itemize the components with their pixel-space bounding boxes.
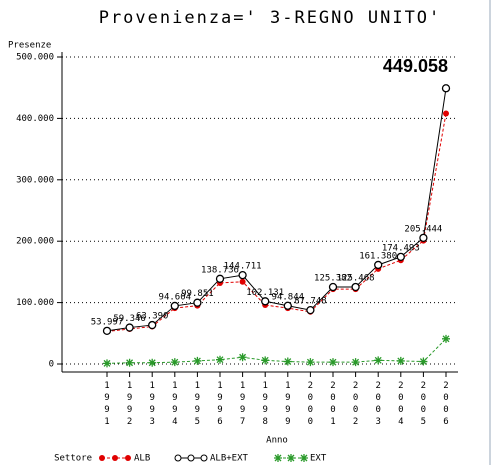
legend-marker: [125, 455, 131, 461]
x-tick-label: 1999: [283, 381, 293, 429]
data-label: 59.346: [113, 314, 146, 324]
point: [216, 355, 224, 364]
legend-item: EXT: [274, 454, 327, 464]
point: [193, 356, 202, 365]
y-axis-label: Presenze: [8, 41, 51, 51]
legend-item: ALB+EXT: [174, 454, 249, 464]
point: [102, 326, 112, 335]
point: [300, 454, 308, 462]
y-tick-label: 100.000: [16, 298, 54, 308]
y-tick-label: 200.000: [16, 237, 54, 247]
legend-marker: [112, 455, 118, 461]
data-label: 99.851: [181, 289, 214, 299]
point: [287, 454, 295, 462]
x-tick-label: 1996: [215, 381, 225, 429]
point: [396, 356, 405, 365]
series-line: [106, 113, 447, 332]
y-tick-label: 0: [49, 360, 54, 370]
point: [148, 358, 157, 367]
legend-item: ALB: [99, 454, 150, 464]
point: [261, 297, 270, 306]
point: [306, 358, 315, 367]
point: [374, 356, 383, 365]
point: [351, 358, 360, 367]
point: [441, 84, 451, 93]
x-tick-label: 2000: [305, 381, 315, 429]
point: [148, 320, 157, 330]
y-tick-label: 400.000: [16, 114, 54, 124]
x-tick-label: 1991: [102, 381, 112, 429]
x-tick-label: 1992: [125, 381, 135, 429]
point: [443, 110, 449, 117]
point: [170, 301, 179, 311]
x-tick-label: 2001: [328, 381, 338, 429]
data-label: 174.493: [382, 243, 420, 253]
data-label: 125.468: [337, 273, 375, 283]
point: [125, 358, 134, 367]
point: [283, 357, 292, 366]
legend-label: EXT: [310, 454, 327, 464]
data-label: 94.604: [159, 292, 192, 302]
x-axis-label: Anno: [266, 436, 288, 446]
x-tick-label: 1995: [192, 381, 202, 429]
data-label: 138.736: [201, 265, 239, 275]
legend-label: ALB: [134, 454, 150, 464]
x-tick-label: 2004: [396, 381, 406, 429]
y-tick-label: 500.000: [16, 53, 54, 63]
x-tick-label: 1998: [260, 381, 270, 429]
point: [215, 274, 225, 283]
point: [419, 233, 428, 243]
x-tick-label: 1994: [170, 381, 180, 429]
series-line: [106, 338, 447, 364]
point: [274, 454, 282, 462]
data-label: 87.748: [294, 297, 327, 307]
chart-title: Provenienza=' 3-REGNO UNITO': [99, 8, 442, 28]
point: [419, 357, 428, 366]
x-tick-label: 1997: [238, 381, 248, 429]
point: [238, 270, 247, 280]
point: [193, 298, 202, 307]
x-tick-label: 2005: [418, 381, 428, 429]
data-label: 102.131: [246, 288, 284, 298]
data-label: 144.711: [224, 262, 262, 272]
legend-marker: [99, 455, 105, 461]
point: [396, 252, 405, 262]
x-tick-label: 2003: [373, 381, 383, 429]
point: [442, 334, 450, 343]
x-tick-label: 2002: [351, 381, 361, 429]
x-tick-label: 1993: [147, 381, 157, 429]
point: [261, 356, 270, 365]
legend-label: ALB+EXT: [210, 454, 249, 464]
point: [306, 305, 315, 315]
data-label: 449.058: [383, 56, 448, 76]
legend-marker: [174, 454, 182, 462]
data-label: 63.390: [136, 312, 169, 322]
point: [283, 301, 292, 310]
point: [351, 282, 360, 292]
point: [374, 260, 383, 270]
series: [103, 334, 450, 368]
point: [239, 278, 246, 285]
data-label: 125.382: [314, 274, 352, 284]
data-label: 94.844: [272, 292, 305, 302]
point: [238, 353, 247, 362]
data-label: 205.444: [404, 224, 442, 234]
point: [103, 359, 111, 368]
x-tick-label: 2006: [441, 381, 451, 429]
legend-marker: [187, 454, 195, 462]
legend-title: Settore: [54, 454, 92, 464]
point: [170, 358, 179, 367]
legend-marker: [200, 454, 208, 462]
y-tick-label: 300.000: [16, 175, 54, 185]
point: [125, 323, 134, 332]
data-label: 161.380: [359, 251, 397, 261]
series-line: [106, 88, 447, 332]
point: [328, 282, 338, 292]
point: [329, 358, 337, 367]
data-label: 53.997: [91, 317, 124, 327]
